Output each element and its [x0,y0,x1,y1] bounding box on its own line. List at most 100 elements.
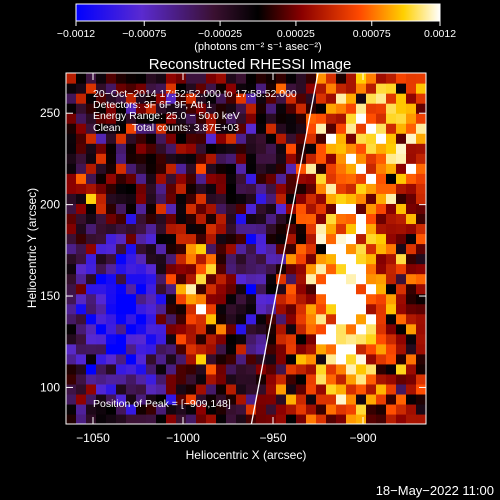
heatmap-cell [366,183,377,194]
heatmap-cell [416,273,426,285]
heatmap-cell [206,173,217,184]
heatmap-cell [236,203,247,214]
heatmap-cell [336,393,347,405]
heatmap-cell [356,83,367,94]
heatmap-cell [416,213,426,225]
heatmap-cell [326,283,337,295]
heatmap-cell [196,353,207,365]
heatmap-cell [386,253,397,265]
heatmap-cell [136,143,147,154]
heatmap-cell [216,153,227,164]
colorbar-tick-label: −0.00075 [122,28,166,40]
heatmap-cell [266,73,277,84]
heatmap-cell [226,123,237,134]
heatmap-cell [376,293,387,305]
heatmap-cell [346,273,357,285]
heatmap-cell [336,313,347,325]
heatmap-cell [96,83,107,94]
heatmap-cell [66,193,77,204]
heatmap-cell [146,303,157,315]
heatmap-cell [236,413,247,424]
heatmap-cell [336,323,347,335]
heatmap-cell [366,313,377,325]
heatmap-cell [336,133,347,144]
heatmap-cell [366,343,377,355]
heatmap-cell [66,83,77,94]
heatmap-cell [286,273,297,285]
heatmap-cell [186,73,197,84]
heatmap-cell [286,223,297,235]
heatmap-cell [146,103,157,114]
heatmap-cell [386,393,397,405]
heatmap-cell [406,183,417,194]
heatmap-cell [326,73,337,84]
colorbar-ticks: −0.0012 −0.00075 −0.00025 0.00025 0.00075 0.0… [57,21,456,40]
heatmap-cell [236,183,247,194]
heatmap-cell [186,303,197,315]
heatmap-cell [336,73,347,84]
heatmap-cell [116,323,127,335]
heatmap-cell [196,153,207,164]
heatmap-cell [136,323,147,335]
heatmap-cell [66,313,77,325]
heatmap-cell [336,113,347,124]
heatmap-cell [106,193,117,204]
heatmap-cell [326,403,337,415]
heatmap-cell [256,183,267,194]
heatmap-cell [126,153,137,164]
heatmap-cell [316,123,327,134]
heatmap-cell [116,113,127,124]
heatmap-cell [286,263,297,275]
heatmap-cell [236,103,247,114]
heatmap-cell [146,203,157,214]
heatmap-cell [306,223,317,235]
heatmap-cell [86,383,97,395]
heatmap-cell [326,203,337,214]
heatmap-cell [306,293,317,305]
heatmap-cell [266,323,277,335]
heatmap-cell [216,163,227,174]
heatmap-cell [106,313,117,325]
heatmap-cell [216,173,227,184]
heatmap-cell [116,193,127,204]
heatmap-cell [336,143,347,154]
heatmap-cell [386,273,397,285]
heatmap-cell [176,273,187,285]
heatmap-cell [216,233,227,245]
colorbar-tick-label: −0.00025 [198,28,242,40]
heatmap-cell [176,383,187,395]
heatmap-cell [226,223,237,235]
heatmap-cell [376,133,387,144]
heatmap-cell [326,113,337,124]
heatmap-cell [396,273,407,285]
heatmap-cell [276,223,287,235]
heatmap-cell [286,203,297,214]
heatmap-cell [276,113,287,124]
heatmap-cell [266,363,277,375]
heatmap-cell [116,183,127,194]
heatmap-cell [296,193,307,204]
heatmap-cell [186,83,197,94]
heatmap-cell [156,273,167,285]
heatmap-cell [306,353,317,365]
heatmap-cell [366,173,377,184]
heatmap-cell [376,373,387,385]
heatmap-cell [66,93,77,104]
heatmap-cell [366,333,377,345]
heatmap-cell [76,183,87,194]
heatmap-cell [206,93,217,104]
heatmap-cell [246,163,257,174]
heatmap-cell [266,153,277,164]
heatmap-cell [256,373,267,385]
heatmap-cell [86,333,97,345]
heatmap-cell [86,403,97,415]
heatmap-cell [236,73,247,84]
heatmap-cell [316,303,327,315]
heatmap-cell [356,173,367,184]
heatmap-cell [66,373,77,385]
heatmap-cell [186,253,197,265]
heatmap-cell [176,223,187,235]
heatmap-cell [306,263,317,275]
heatmap-cell [386,323,397,335]
